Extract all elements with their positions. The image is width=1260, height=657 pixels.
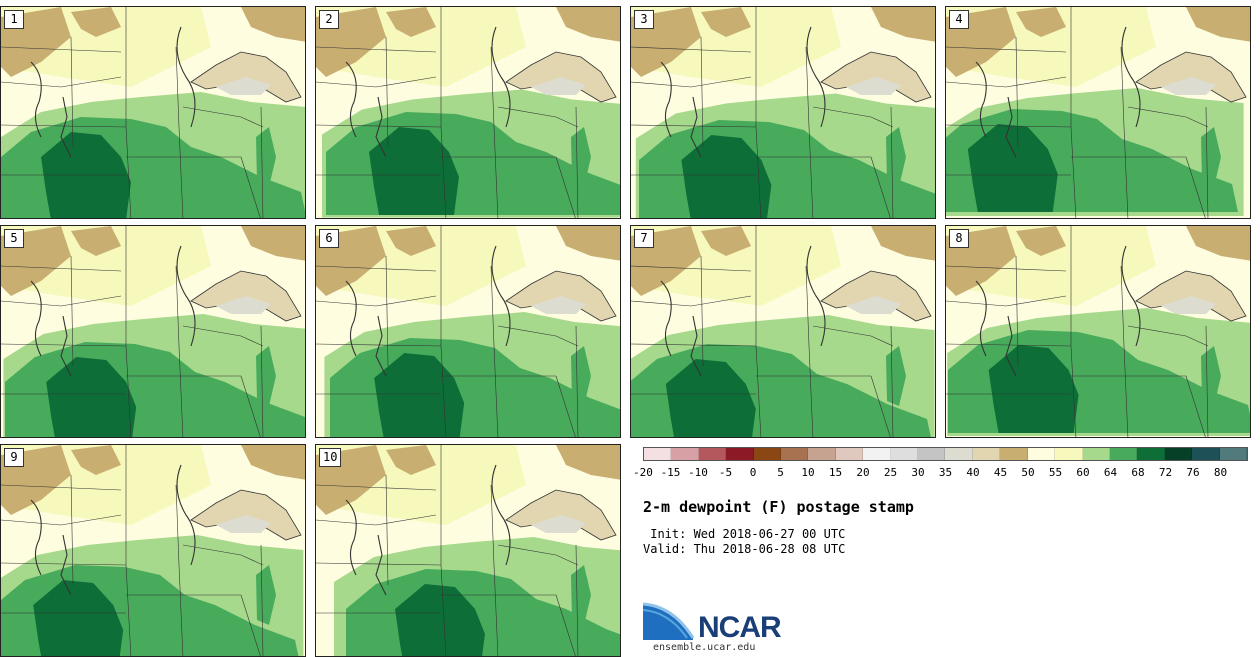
colorbar-tick-label: 30	[911, 466, 925, 479]
ensemble-member-panel: 1	[0, 6, 306, 219]
colorbar-segment	[863, 448, 891, 460]
ensemble-member-panel: 4	[945, 6, 1251, 219]
colorbar-segment	[972, 448, 1001, 460]
member-number-label: 9	[4, 448, 24, 467]
colorbar-tick-label: 80	[1213, 466, 1228, 479]
colorbar-tick-label: 40	[966, 466, 980, 479]
colorbar-tick-label: -10	[688, 466, 708, 479]
colorbar-tick-label: 60	[1076, 466, 1090, 479]
member-number-label: 1	[4, 10, 24, 29]
colorbar-tick-label: 55	[1048, 466, 1063, 479]
dewpoint-map	[1, 445, 305, 656]
dewpoint-map	[316, 7, 620, 218]
member-number-label: 4	[949, 10, 969, 29]
colorbar-tick-label: 10	[801, 466, 815, 479]
colorbar-segment	[671, 448, 699, 460]
colorbar-segment	[1164, 448, 1193, 460]
ensemble-member-panel: 5	[0, 225, 306, 438]
logo-name: NCAR	[698, 611, 782, 644]
colorbar-tick-label: 45	[993, 466, 1008, 479]
member-number-label: 6	[319, 229, 339, 248]
ensemble-member-panel: 2	[315, 6, 621, 219]
dewpoint-map	[1, 226, 305, 437]
dewpoint-map	[631, 226, 935, 437]
member-number-label: 3	[634, 10, 654, 29]
colorbar-segment	[1082, 448, 1110, 460]
colorbar-segment	[726, 448, 754, 460]
colorbar-tick-label: 0	[749, 466, 757, 479]
dewpoint-map	[1, 7, 305, 218]
colorbar-segment	[698, 448, 727, 460]
dewpoint-map	[946, 7, 1250, 218]
member-number-label: 7	[634, 229, 654, 248]
dewpoint-map	[946, 226, 1250, 437]
ncar-logo-icon	[643, 602, 695, 640]
colorbar-segment	[945, 448, 973, 460]
member-number-label: 5	[4, 229, 24, 248]
colorbar-tick-label: 64	[1103, 466, 1118, 479]
colorbar-segment	[808, 448, 836, 460]
colorbar-tick-label: 35	[938, 466, 953, 479]
colorbar-segment	[1000, 448, 1028, 460]
colorbar-segment	[644, 448, 672, 460]
product-title: 2-m dewpoint (F) postage stamp	[643, 498, 914, 516]
colorbar-tick-label: 76	[1186, 466, 1200, 479]
colorbar-segment	[1137, 448, 1165, 460]
colorbar-segment	[1192, 448, 1220, 460]
colorbar-tick-label: 15	[828, 466, 843, 479]
ensemble-member-panel: 10	[315, 444, 621, 657]
colorbar-segment	[781, 448, 809, 460]
colorbar-tick-label: -15	[660, 466, 681, 479]
colorbar-tick-label: 20	[856, 466, 870, 479]
ensemble-member-panel: 7	[630, 225, 936, 438]
dewpoint-colorbar	[643, 447, 1248, 461]
colorbar-tick-label: 68	[1131, 466, 1145, 479]
colorbar-tick-label: 5	[777, 466, 784, 479]
colorbar-segment	[835, 448, 864, 460]
dewpoint-map	[316, 226, 620, 437]
ensemble-member-panel: 6	[315, 225, 621, 438]
ensemble-member-panel: 9	[0, 444, 306, 657]
colorbar-segment	[918, 448, 946, 460]
ensemble-member-panel: 8	[945, 225, 1251, 438]
init-time: Init: Wed 2018-06-27 00 UTC	[643, 527, 846, 541]
colorbar-tick-label: -5	[718, 466, 733, 479]
colorbar-tick-label: 25	[883, 466, 898, 479]
colorbar-segment	[1055, 448, 1083, 460]
member-number-label: 8	[949, 229, 969, 248]
colorbar-tick-label: 50	[1021, 466, 1035, 479]
valid-time: Valid: Thu 2018-06-28 08 UTC	[643, 542, 846, 556]
colorbar-segment	[1027, 448, 1056, 460]
colorbar-segment	[890, 448, 919, 460]
member-number-label: 10	[319, 448, 342, 467]
logo-url: ensemble.ucar.edu	[653, 642, 756, 653]
dewpoint-map	[316, 445, 620, 656]
dewpoint-map	[631, 7, 935, 218]
colorbar-segment	[1219, 448, 1247, 460]
colorbar-segment	[753, 448, 782, 460]
colorbar-tick-labels: -20 -15 -10 -5 0 5 10 15 20 25 30 35 40 45 50 55 60 64 68 7…	[633, 466, 1248, 480]
colorbar-tick-label: 72	[1158, 466, 1173, 479]
colorbar-tick-label: -20	[633, 466, 653, 479]
member-number-label: 2	[319, 10, 339, 29]
colorbar-segment	[1109, 448, 1138, 460]
ensemble-member-panel: 3	[630, 6, 936, 219]
